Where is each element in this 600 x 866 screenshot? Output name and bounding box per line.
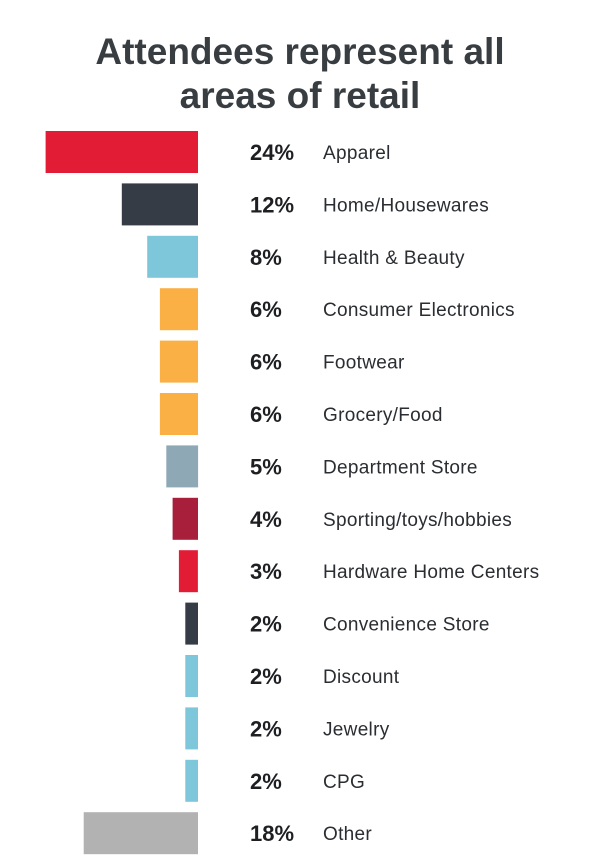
category-label-other: Other <box>323 824 372 845</box>
category-label-department-store: Department Store <box>323 457 478 478</box>
value-label-cpg: 2% <box>250 769 282 794</box>
category-label-jewelry: Jewelry <box>323 719 390 740</box>
value-label-jewelry: 2% <box>250 716 282 741</box>
bar-footwear <box>159 340 198 383</box>
value-label-consumer-electronics: 6% <box>250 297 282 322</box>
value-label-footwear: 6% <box>250 350 282 375</box>
value-label-grocery-food: 6% <box>250 402 282 427</box>
category-label-grocery-food: Grocery/Food <box>323 405 443 426</box>
bar-department-store <box>166 445 199 488</box>
bar-discount <box>185 655 198 697</box>
category-label-health-beauty: Health & Beauty <box>323 248 465 269</box>
value-label-other: 18% <box>250 821 294 846</box>
category-label-convenience-store: Convenience Store <box>323 615 490 636</box>
value-label-sporting-toys-hobbies: 4% <box>250 507 282 532</box>
value-label-apparel: 24% <box>250 140 294 165</box>
chart-title-line-2: areas of retail <box>179 75 421 116</box>
category-label-footwear: Footwear <box>323 353 405 374</box>
category-label-home-housewares: Home/Housewares <box>323 195 489 216</box>
bar-sporting-toys-hobbies <box>172 497 198 540</box>
bar-other <box>83 812 198 855</box>
bar-cpg <box>185 759 198 802</box>
value-label-health-beauty: 8% <box>250 245 282 270</box>
bar-consumer-electronics <box>159 288 198 331</box>
chart-title: Attendees represent all areas of retail <box>0 30 600 118</box>
bar-convenience-store <box>185 602 198 645</box>
bar-jewelry <box>185 707 198 750</box>
category-label-consumer-electronics: Consumer Electronics <box>323 300 515 321</box>
value-label-discount: 2% <box>250 664 282 689</box>
category-label-sporting-toys-hobbies: Sporting/toys/hobbies <box>323 510 512 531</box>
value-label-department-store: 5% <box>250 454 282 479</box>
bar-hardware-home-centers <box>178 550 198 593</box>
value-label-convenience-store: 2% <box>250 612 282 637</box>
category-label-cpg: CPG <box>323 772 365 793</box>
category-label-discount: Discount <box>323 667 400 688</box>
bar-apparel <box>45 131 198 173</box>
category-label-hardware-home-centers: Hardware Home Centers <box>323 562 539 583</box>
value-label-home-housewares: 12% <box>250 192 294 217</box>
category-label-apparel: Apparel <box>323 143 391 164</box>
chart-title-line-1: Attendees represent all <box>95 31 505 72</box>
bar-grocery-food <box>159 393 198 435</box>
bar-home-housewares <box>121 183 198 226</box>
bar-health-beauty <box>147 235 198 278</box>
value-label-hardware-home-centers: 3% <box>250 559 282 584</box>
